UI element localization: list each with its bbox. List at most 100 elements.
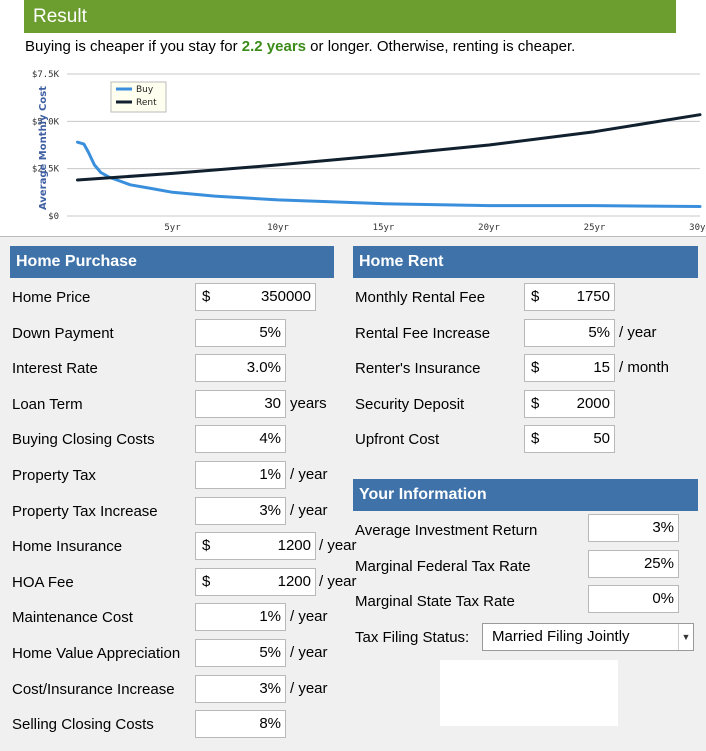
renter-s-insurance-input[interactable]: $15 [524, 354, 615, 383]
field-label-hoa-fee: HOA Fee [12, 573, 74, 591]
currency-symbol: $ [531, 359, 540, 377]
property-tax-input[interactable]: 1% [195, 461, 286, 489]
rental-fee-increase-unit: / year [619, 323, 657, 341]
tax-filing-status-value: Married Filing Jointly [492, 628, 630, 645]
interest-rate-value: 3.0% [246, 359, 281, 377]
home-rent-title: Home Rent [359, 253, 444, 270]
home-purchase-header: Home Purchase [10, 246, 334, 278]
currency-symbol: $ [531, 430, 540, 448]
field-label-selling-closing-costs: Selling Closing Costs [12, 716, 154, 734]
rental-fee-increase-input[interactable]: 5% [524, 318, 615, 347]
loan-term-unit: years [290, 394, 327, 412]
home-rent-header: Home Rent [353, 246, 698, 278]
average-investment-return-input[interactable]: 3% [588, 514, 679, 542]
down-payment-input[interactable]: 5% [195, 318, 286, 347]
tax-filing-status-select[interactable]: Married Filing Jointly ▼ [482, 623, 694, 651]
maintenance-cost-unit: / year [290, 608, 328, 626]
result-title: Result [33, 6, 87, 27]
field-label-marginal-federal-tax-rate: Marginal Federal Tax Rate [355, 557, 531, 575]
field-label-average-investment-return: Average Investment Return [355, 522, 538, 539]
currency-symbol: $ [202, 572, 211, 590]
field-label-security-deposit: Security Deposit [355, 395, 465, 413]
hoa-fee-unit: / year [319, 572, 357, 590]
x-tick-label: 15yr [373, 223, 395, 233]
property-tax-value: 1% [259, 466, 281, 483]
home-value-appreciation-input[interactable]: 5% [195, 639, 286, 667]
selling-closing-costs-value: 8% [259, 715, 281, 733]
field-label-marginal-state-tax-rate: Marginal State Tax Rate [355, 593, 515, 611]
cost-chart: $0 $2.5K $5.0K $7.5K 5yr 10yr 15yr 20yr 25yr 30yr… [0, 62, 706, 234]
currency-symbol: $ [531, 394, 540, 412]
currency-symbol: $ [202, 288, 211, 305]
hoa-fee-value: 1200 [277, 572, 311, 590]
buy-series-line [76, 140, 702, 208]
legend-label-buy: Buy [136, 85, 154, 95]
field-label-rental-fee-increase: Rental Fee Increase [355, 324, 491, 342]
field-label-down-payment: Down Payment [12, 324, 114, 342]
loan-term-value: 30 [264, 394, 281, 412]
home-value-appreciation-value: 5% [259, 644, 281, 661]
y-axis-label: Average Monthly Cost [38, 86, 49, 210]
home-purchase-title: Home Purchase [16, 253, 137, 270]
result-header: Result [24, 0, 676, 33]
currency-symbol: $ [531, 288, 540, 305]
field-label-property-tax: Property Tax [12, 467, 96, 484]
upfront-cost-value: 50 [593, 430, 610, 448]
security-deposit-input[interactable]: $2000 [524, 389, 615, 418]
currency-symbol: $ [202, 537, 211, 555]
down-payment-value: 5% [259, 323, 281, 341]
x-tick-label: 25yr [584, 223, 606, 233]
security-deposit-value: 2000 [576, 394, 610, 412]
marginal-federal-tax-rate-value: 25% [643, 554, 674, 572]
chevron-down-icon: ▼ [678, 624, 693, 650]
field-label-property-tax-increase: Property Tax Increase [12, 502, 158, 520]
field-label-loan-term: Loan Term [12, 395, 83, 413]
field-label-cost-insurance-increase: Cost/Insurance Increase [12, 680, 175, 698]
field-label-buying-closing-costs: Buying Closing Costs [12, 431, 155, 449]
loan-term-input[interactable]: 30 [195, 389, 286, 418]
property-tax-unit: / year [290, 466, 328, 483]
field-label-upfront-cost: Upfront Cost [355, 431, 440, 449]
selling-closing-costs-input[interactable]: 8% [195, 710, 286, 739]
buying-closing-costs-input[interactable]: 4% [195, 425, 286, 454]
legend-label-rent: Rent [136, 98, 157, 108]
result-summary: Buying is cheaper if you stay for 2.2 ye… [25, 38, 575, 55]
x-tick-label: 10yr [267, 223, 289, 233]
monthly-rental-fee-input[interactable]: $1750 [524, 283, 615, 311]
field-label-home-price: Home Price [12, 289, 91, 306]
chart-legend [110, 81, 167, 113]
field-label-renter-s-insurance: Renter's Insurance [355, 360, 481, 378]
home-insurance-input[interactable]: $1200 [195, 532, 316, 561]
hoa-fee-input[interactable]: $1200 [195, 567, 316, 596]
cost-insurance-increase-unit: / year [290, 679, 328, 697]
field-label-home-insurance: Home Insurance [12, 538, 123, 556]
field-label-home-value-appreciation: Home Value Appreciation [12, 645, 181, 662]
renter-s-insurance-value: 15 [593, 359, 610, 377]
rent-series-line [76, 113, 702, 182]
property-tax-increase-value: 3% [259, 501, 281, 519]
monthly-rental-fee-value: 1750 [576, 288, 610, 305]
x-tick-label: 5yr [164, 223, 181, 233]
rental-fee-increase-value: 5% [588, 323, 610, 341]
upfront-cost-input[interactable]: $50 [524, 425, 615, 454]
cost-chart-svg: $0 $2.5K $5.0K $7.5K 5yr 10yr 15yr 20yr 25yr 30yr… [32, 70, 706, 233]
y-tick-label: $0 [48, 212, 59, 222]
y-tick-label: $5.0K [32, 117, 60, 127]
marginal-state-tax-rate-input[interactable]: 0% [588, 585, 679, 614]
interest-rate-input[interactable]: 3.0% [195, 354, 286, 383]
home-value-appreciation-unit: / year [290, 644, 328, 661]
summary-text-before: Buying is cheaper if you stay for [25, 38, 242, 55]
x-tick-label: 20yr [478, 223, 500, 233]
property-tax-increase-input[interactable]: 3% [195, 496, 286, 525]
tax-filing-status-label: Tax Filing Status: [355, 629, 470, 646]
average-investment-return-value: 3% [652, 519, 674, 536]
cost-insurance-increase-input[interactable]: 3% [195, 674, 286, 703]
property-tax-increase-unit: / year [290, 501, 328, 519]
field-label-interest-rate: Interest Rate [12, 360, 98, 378]
marginal-federal-tax-rate-input[interactable]: 25% [588, 549, 679, 578]
home-price-input[interactable]: $350000 [195, 283, 316, 311]
home-price-value: 350000 [260, 288, 311, 305]
home-insurance-value: 1200 [277, 537, 311, 555]
your-information-title: Your Information [359, 486, 487, 503]
maintenance-cost-input[interactable]: 1% [195, 603, 286, 632]
